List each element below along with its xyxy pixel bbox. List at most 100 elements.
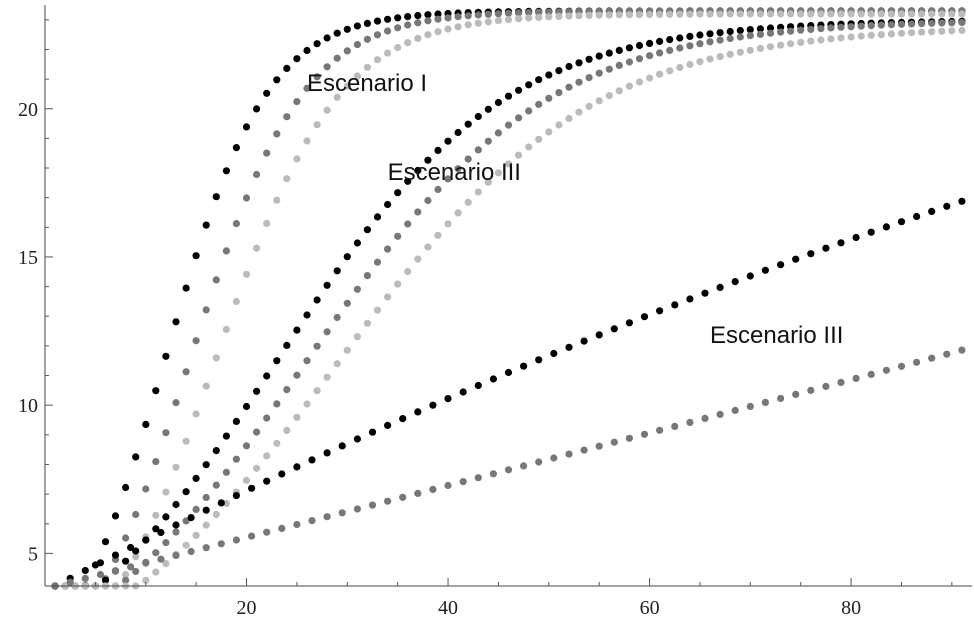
data-point (182, 437, 190, 445)
data-point (827, 10, 835, 18)
data-point (313, 73, 321, 81)
data-point (867, 370, 875, 378)
data-point (152, 568, 160, 576)
data-point (263, 414, 271, 422)
data-point (263, 89, 271, 97)
data-point (313, 296, 321, 304)
data-point (625, 434, 634, 442)
data-point (827, 35, 835, 43)
data-point (807, 386, 815, 394)
data-point (958, 197, 966, 205)
data-point (504, 121, 513, 129)
data-point (686, 295, 694, 303)
data-point (414, 166, 422, 175)
data-point (363, 63, 371, 71)
data-point (746, 10, 754, 18)
data-point (384, 421, 392, 429)
data-point (494, 129, 502, 137)
data-point (127, 543, 135, 552)
data-point (101, 576, 110, 584)
data-point (353, 505, 361, 513)
data-point (162, 539, 170, 547)
data-point (283, 341, 291, 349)
data-point (676, 44, 684, 52)
data-point (615, 61, 623, 69)
data-point (716, 36, 724, 44)
data-point (716, 53, 724, 61)
data-point (363, 319, 371, 327)
data-point (484, 178, 492, 186)
data-point (565, 114, 573, 122)
data-point (907, 20, 916, 28)
y-axis: 5 10 15 20 (18, 5, 53, 586)
data-point (766, 10, 775, 18)
data-point (666, 46, 674, 55)
data-point (575, 78, 583, 86)
data-point (293, 520, 301, 529)
data-point (353, 22, 361, 30)
data-point (595, 11, 603, 19)
data-point (474, 11, 482, 19)
data-point (394, 189, 402, 197)
y-tick-label: 10 (18, 395, 38, 417)
data-point (248, 484, 256, 492)
data-point (857, 22, 865, 30)
data-point (716, 10, 724, 18)
data-point (686, 10, 694, 18)
data-point (454, 13, 462, 21)
data-point (948, 27, 956, 35)
data-point (313, 121, 321, 129)
data-point (363, 226, 371, 234)
data-point (132, 547, 140, 555)
data-point (323, 63, 331, 71)
data-point (746, 26, 754, 34)
data-point (263, 372, 271, 380)
data-point (404, 177, 412, 185)
data-point (504, 368, 513, 377)
data-point (595, 52, 603, 60)
data-point (656, 426, 664, 434)
data-point (232, 297, 240, 306)
data-point (353, 285, 361, 293)
data-point (232, 536, 240, 544)
data-point (822, 382, 830, 390)
data-point (625, 11, 634, 19)
data-point (837, 239, 845, 247)
data-point (494, 169, 502, 177)
data-point (580, 337, 588, 345)
data-point (555, 67, 563, 75)
data-point (293, 55, 301, 63)
data-point (666, 67, 674, 75)
data-point (353, 239, 361, 247)
data-point (817, 10, 825, 18)
data-point (948, 19, 956, 27)
data-point (273, 400, 281, 408)
data-point (404, 21, 412, 29)
data-point (535, 458, 543, 466)
data-point (273, 130, 281, 138)
data-point (248, 532, 256, 540)
data-point (283, 64, 291, 72)
data-point (182, 541, 190, 549)
data-point (761, 398, 770, 406)
data-point (394, 232, 402, 240)
data-point (192, 474, 200, 482)
data-point (202, 506, 210, 514)
data-point (716, 283, 724, 291)
data-point (777, 10, 785, 18)
x-tick-label: 40 (438, 597, 458, 619)
data-point (777, 28, 785, 36)
data-point (122, 576, 130, 584)
data-point (363, 272, 371, 280)
data-point (293, 371, 301, 379)
data-point (464, 12, 472, 20)
data-point (429, 485, 437, 493)
data-point (494, 98, 502, 107)
data-point (217, 540, 225, 548)
data-point (877, 30, 885, 39)
data-point (232, 417, 240, 425)
data-point (414, 255, 422, 263)
data-point (172, 551, 180, 560)
data-point (585, 74, 593, 82)
data-point (303, 84, 311, 92)
